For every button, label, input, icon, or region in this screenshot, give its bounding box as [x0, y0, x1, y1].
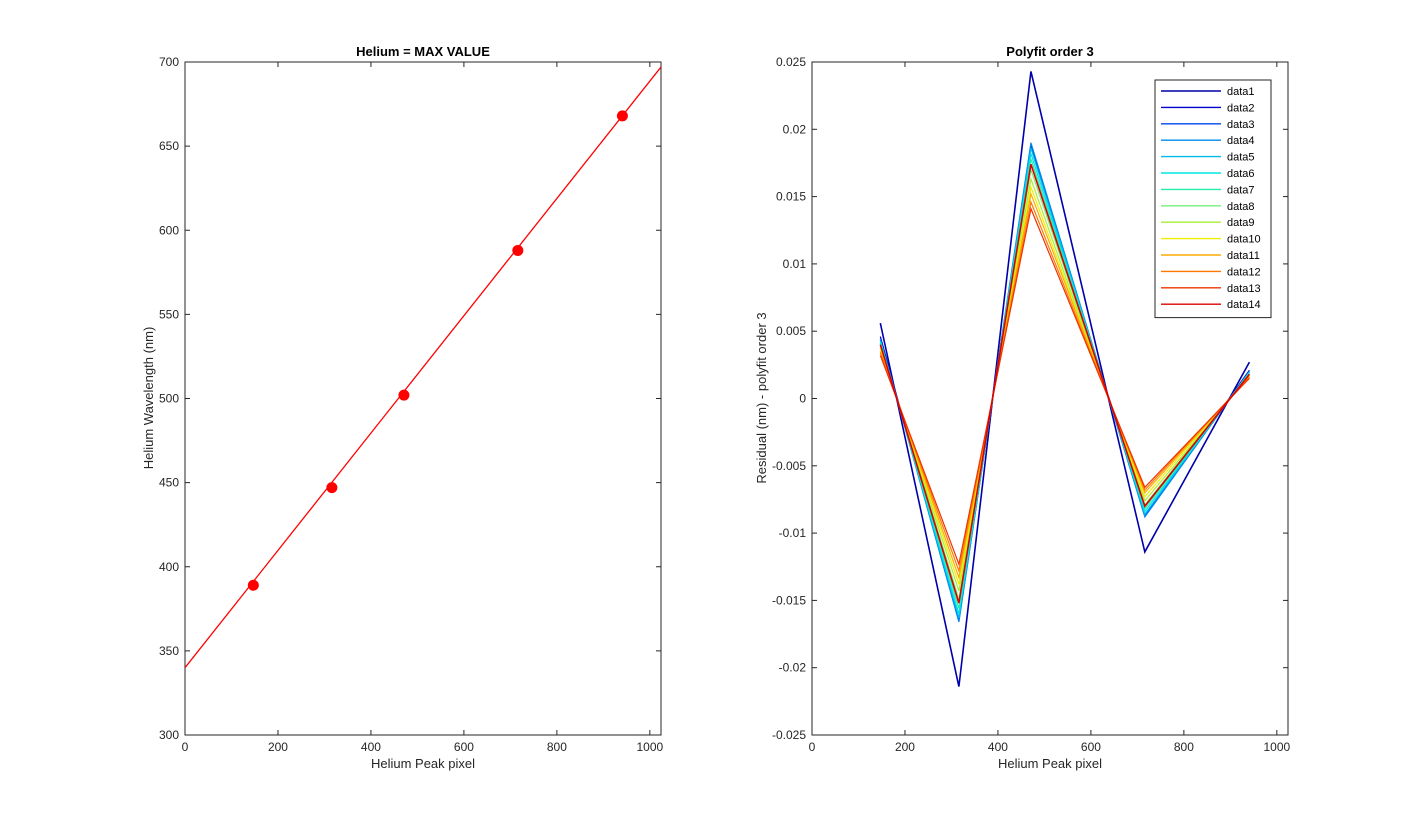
- wavelength-y-tick-label: 450: [159, 476, 179, 490]
- residual-line-data12: [879, 199, 1250, 574]
- wavelength-x-tick-label: 200: [268, 740, 288, 754]
- residual-x-tick-label: 200: [895, 740, 915, 754]
- legend-label-data5: data5: [1227, 152, 1255, 164]
- legend-label-data11: data11: [1227, 250, 1260, 262]
- series-left: [185, 66, 661, 669]
- peak-marker: [616, 110, 628, 122]
- residual-x-tick-label: 1000: [1263, 740, 1290, 754]
- wavelength-x-tick-label: 0: [182, 740, 189, 754]
- peak-marker: [398, 389, 410, 401]
- residual-x-tick-label: 800: [1174, 740, 1194, 754]
- y-axis-label-residual: Residual (nm) - polyfit order 3: [754, 312, 769, 483]
- residual-y-tick-label: -0.02: [779, 661, 807, 675]
- chart-title-wavelength: Helium = MAX VALUE: [356, 44, 490, 59]
- fit-line: [185, 66, 661, 669]
- residual-y-tick-label: 0.015: [776, 190, 806, 204]
- legend-box: [1154, 79, 1272, 319]
- residual-line-data7: [879, 158, 1250, 609]
- legend-label-data4: data4: [1227, 135, 1255, 147]
- wavelength-y-tick-label: 650: [159, 139, 179, 153]
- wavelength-y-tick-label: 550: [159, 307, 179, 321]
- residual-y-tick-label: -0.015: [772, 593, 806, 607]
- legend-label-data10: data10: [1227, 234, 1261, 246]
- legend-label-data14: data14: [1227, 299, 1261, 311]
- wavelength-x-tick-label: 1000: [636, 740, 663, 754]
- residual-y-tick-label: 0.025: [776, 55, 806, 69]
- residual-line-data9: [879, 176, 1250, 592]
- wavelength-y-tick-label: 300: [159, 728, 179, 742]
- residual-x-tick-label: 0: [809, 740, 816, 754]
- residual-line-data5: [879, 147, 1250, 619]
- wavelength-x-tick-label: 400: [361, 740, 381, 754]
- residual-line-data13: [879, 206, 1250, 567]
- chart-title-residual: Polyfit order 3: [1006, 44, 1093, 59]
- residual-line-data1: [879, 71, 1251, 687]
- legend: data1 data2 data3 data4 data5 data6 data7 data8…: [1154, 79, 1272, 319]
- residual-y-tick-label: 0.01: [783, 257, 807, 271]
- wavelength-y-tick-label: 500: [159, 392, 179, 406]
- residual-y-tick-label: -0.005: [772, 459, 806, 473]
- residual-line-data11: [879, 191, 1250, 580]
- residual-y-tick-label: -0.025: [772, 728, 806, 742]
- wavelength-y-tick-label: 350: [159, 644, 179, 658]
- residual-y-tick-label: 0: [799, 392, 806, 406]
- legend-label-data3: data3: [1227, 119, 1255, 131]
- axes-wavelength-fit: 0 200 400 600 800 1000 300 350 400 450 500 550 600 65…: [141, 44, 664, 771]
- wavelength-x-tick-label: 800: [547, 740, 567, 754]
- x-axis-label-residual: Helium Peak pixel: [998, 756, 1102, 771]
- peak-marker: [326, 482, 338, 494]
- legend-label-data1: data1: [1227, 86, 1255, 98]
- residual-line-data4: [879, 142, 1250, 623]
- plot-area-wavelength: [184, 61, 662, 736]
- legend-label-data7: data7: [1227, 184, 1255, 196]
- y-axis-label-wavelength: Helium Wavelength (nm): [141, 327, 156, 470]
- axes-residual: 0 200 400 600 800 1000 -0.025 -0.02 -0.015 -0.01 -…: [754, 44, 1291, 771]
- residual-line-data6: [879, 153, 1250, 615]
- wavelength-y-tick-label: 600: [159, 223, 179, 237]
- residual-line-data14: [879, 164, 1251, 604]
- peak-marker: [512, 244, 524, 256]
- series-right: [879, 71, 1251, 687]
- peak-marker: [247, 579, 259, 591]
- residual-y-tick-label: -0.01: [779, 526, 807, 540]
- residual-line-data10: [879, 184, 1250, 585]
- legend-label-data12: data12: [1227, 266, 1261, 278]
- legend-label-data6: data6: [1227, 168, 1255, 180]
- legend-label-data13: data13: [1227, 283, 1261, 295]
- legend-label-data9: data9: [1227, 217, 1255, 229]
- residual-y-tick-label: 0.005: [776, 324, 806, 338]
- legend-label-data2: data2: [1227, 102, 1255, 114]
- wavelength-y-tick-label: 700: [159, 55, 179, 69]
- wavelength-y-tick-label: 400: [159, 560, 179, 574]
- residual-x-tick-label: 400: [988, 740, 1008, 754]
- residual-x-tick-label: 600: [1081, 740, 1101, 754]
- ticks-left: 0 200 400 600 800 1000 300 350 400 450 500 550 600 65…: [159, 55, 664, 754]
- legend-label-data8: data8: [1227, 201, 1255, 213]
- residual-y-tick-label: 0.02: [783, 122, 807, 136]
- wavelength-x-tick-label: 600: [454, 740, 474, 754]
- ticks-right: 0 200 400 600 800 1000 -0.025 -0.02 -0.015 -0.01 -…: [772, 55, 1291, 754]
- x-axis-label-wavelength: Helium Peak pixel: [371, 756, 475, 771]
